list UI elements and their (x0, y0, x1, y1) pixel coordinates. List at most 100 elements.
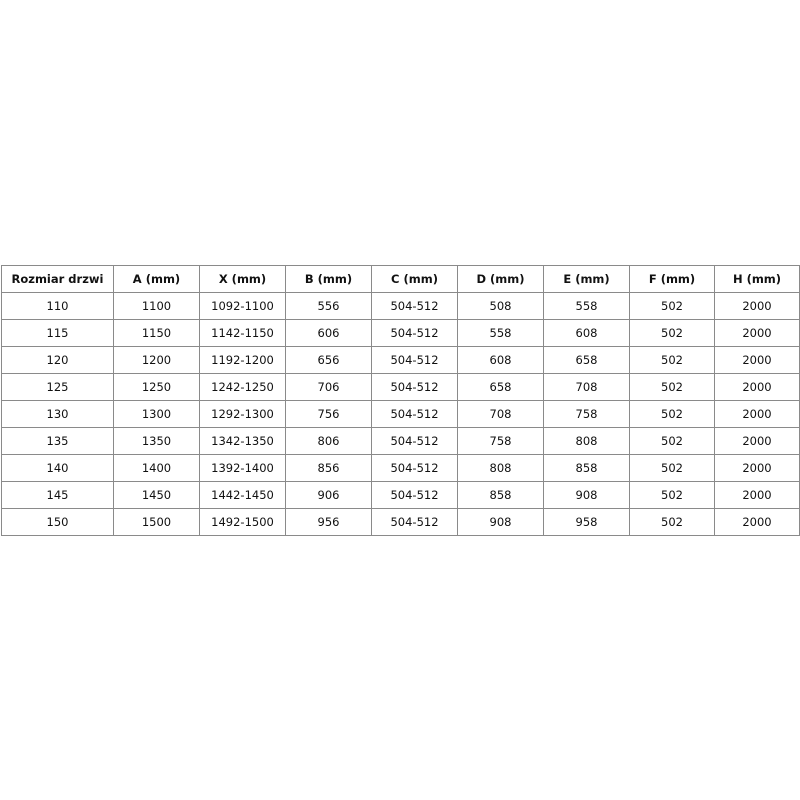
table-cell: 1142-1150 (199, 319, 286, 347)
column-header: X (mm) (199, 265, 286, 293)
table-cell: 1292-1300 (199, 400, 286, 428)
table-cell: 504-512 (371, 454, 458, 482)
table-cell: 1450 (113, 481, 200, 509)
table-cell: 706 (285, 373, 372, 401)
table-cell: 508 (457, 292, 544, 320)
column-header: F (mm) (629, 265, 715, 293)
column-header: A (mm) (113, 265, 200, 293)
table-cell: 2000 (714, 400, 800, 428)
table-cell: 504-512 (371, 292, 458, 320)
table-cell: 856 (285, 454, 372, 482)
table-cell: 504-512 (371, 346, 458, 374)
table-cell: 658 (457, 373, 544, 401)
table-cell: 908 (543, 481, 630, 509)
table-cell: 858 (457, 481, 544, 509)
column-header: B (mm) (285, 265, 372, 293)
table-cell: 806 (285, 427, 372, 455)
table-cell: 1300 (113, 400, 200, 428)
table-cell: 502 (629, 292, 715, 320)
table-row: 110 1100 1092-1100 556 504-512 508 558 502 2000 (1, 292, 800, 320)
table-cell: 504-512 (371, 319, 458, 347)
table-cell: 1192-1200 (199, 346, 286, 374)
table-cell: 130 (1, 400, 114, 428)
table-cell: 2000 (714, 346, 800, 374)
table-cell: 140 (1, 454, 114, 482)
table-cell: 1442-1450 (199, 481, 286, 509)
table-cell: 502 (629, 427, 715, 455)
table-cell: 808 (543, 427, 630, 455)
table-cell: 958 (543, 508, 630, 536)
table-cell: 145 (1, 481, 114, 509)
table-cell: 1200 (113, 346, 200, 374)
table-body: 110 1100 1092-1100 556 504-512 508 558 502 2000 1… (1, 292, 800, 536)
table-cell: 504-512 (371, 481, 458, 509)
table-cell: 708 (457, 400, 544, 428)
table-cell: 2000 (714, 427, 800, 455)
table-cell: 1342-1350 (199, 427, 286, 455)
table-cell: 756 (285, 400, 372, 428)
table-cell: 502 (629, 454, 715, 482)
table-cell: 758 (543, 400, 630, 428)
table-cell: 1100 (113, 292, 200, 320)
column-header: E (mm) (543, 265, 630, 293)
table-cell: 1150 (113, 319, 200, 347)
column-header: H (mm) (714, 265, 800, 293)
table-cell: 906 (285, 481, 372, 509)
table-cell: 956 (285, 508, 372, 536)
dimensions-table: Rozmiar drzwi A (mm) X (mm) B (mm) C (mm) D (… (1, 265, 800, 536)
table-cell: 608 (543, 319, 630, 347)
table-cell: 558 (457, 319, 544, 347)
table-cell: 504-512 (371, 427, 458, 455)
column-header: D (mm) (457, 265, 544, 293)
table-cell: 504-512 (371, 400, 458, 428)
table-row: 145 1450 1442-1450 906 504-512 858 908 502 2000 (1, 481, 800, 509)
table-cell: 1492-1500 (199, 508, 286, 536)
table-cell: 2000 (714, 481, 800, 509)
table-cell: 150 (1, 508, 114, 536)
table-cell: 758 (457, 427, 544, 455)
table-cell: 1250 (113, 373, 200, 401)
table-cell: 504-512 (371, 508, 458, 536)
table-cell: 556 (285, 292, 372, 320)
table-cell: 558 (543, 292, 630, 320)
table-cell: 2000 (714, 508, 800, 536)
table-cell: 656 (285, 346, 372, 374)
table-cell: 708 (543, 373, 630, 401)
table-cell: 2000 (714, 373, 800, 401)
table-cell: 504-512 (371, 373, 458, 401)
table-row: 120 1200 1192-1200 656 504-512 608 658 502 2000 (1, 346, 800, 374)
table-cell: 2000 (714, 319, 800, 347)
table-cell: 110 (1, 292, 114, 320)
table-cell: 1392-1400 (199, 454, 286, 482)
table-cell: 502 (629, 508, 715, 536)
table-cell: 908 (457, 508, 544, 536)
table-cell: 1242-1250 (199, 373, 286, 401)
table-cell: 502 (629, 346, 715, 374)
table-cell: 608 (457, 346, 544, 374)
table-cell: 502 (629, 400, 715, 428)
table-cell: 2000 (714, 454, 800, 482)
table-row: 135 1350 1342-1350 806 504-512 758 808 502 2000 (1, 427, 800, 455)
table-row: 115 1150 1142-1150 606 504-512 558 608 502 2000 (1, 319, 800, 347)
table-row: 140 1400 1392-1400 856 504-512 808 858 502 2000 (1, 454, 800, 482)
column-header: Rozmiar drzwi (1, 265, 114, 293)
table-cell: 135 (1, 427, 114, 455)
table-cell: 2000 (714, 292, 800, 320)
table-cell: 606 (285, 319, 372, 347)
table-cell: 1400 (113, 454, 200, 482)
table-cell: 502 (629, 373, 715, 401)
table-cell: 1092-1100 (199, 292, 286, 320)
table-cell: 658 (543, 346, 630, 374)
table-row: 130 1300 1292-1300 756 504-512 708 758 502 2000 (1, 400, 800, 428)
table-cell: 1350 (113, 427, 200, 455)
table-cell: 115 (1, 319, 114, 347)
header-row: Rozmiar drzwi A (mm) X (mm) B (mm) C (mm) D (… (1, 265, 800, 293)
table-cell: 125 (1, 373, 114, 401)
table-cell: 502 (629, 481, 715, 509)
table-cell: 1500 (113, 508, 200, 536)
table-cell: 120 (1, 346, 114, 374)
table-cell: 502 (629, 319, 715, 347)
table-row: 150 1500 1492-1500 956 504-512 908 958 502 2000 (1, 508, 800, 536)
table-cell: 858 (543, 454, 630, 482)
table-row: 125 1250 1242-1250 706 504-512 658 708 502 2000 (1, 373, 800, 401)
